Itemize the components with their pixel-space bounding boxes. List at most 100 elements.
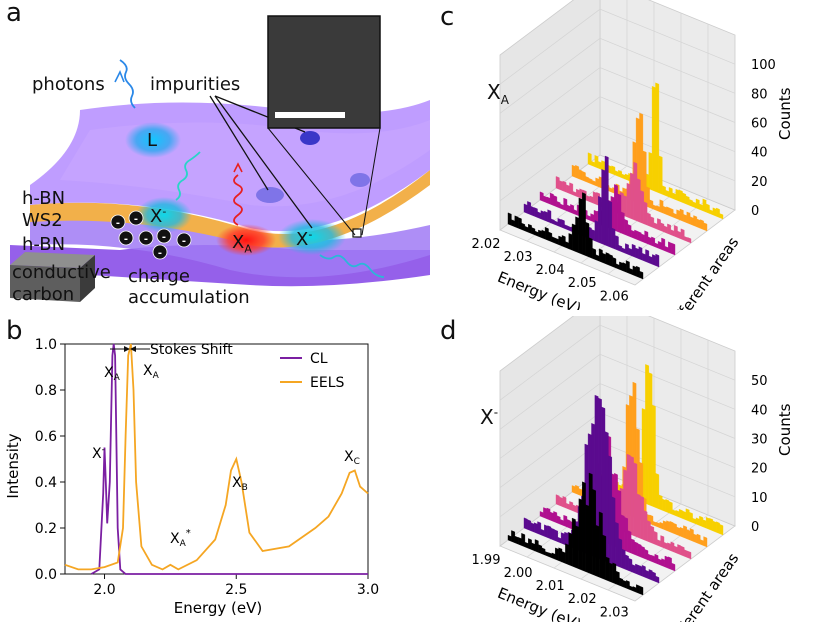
histogram-bar [643, 510, 648, 542]
histogram-bar [650, 525, 655, 545]
photon-wave-4 [319, 254, 385, 278]
histogram-bar [555, 237, 559, 245]
histogram-bar [609, 254, 613, 267]
histogram-bar [644, 549, 649, 561]
histogram-bar [658, 155, 663, 195]
histogram-bar [521, 533, 526, 548]
histogram-series [507, 472, 644, 596]
histogram-bar [621, 548, 626, 570]
histogram-bar [680, 228, 685, 241]
histogram-bar [647, 236, 652, 246]
impurity-2 [256, 187, 284, 203]
histogram-bar [712, 207, 717, 217]
label-hbn-bottom: h-BN [22, 234, 66, 255]
histogram-bar [636, 265, 640, 278]
histogram-bar [702, 198, 707, 213]
histogram-bar [627, 224, 632, 238]
label-x-minus-right: X- [296, 228, 313, 250]
histogram-bar [696, 218, 701, 229]
histogram-bar [592, 191, 597, 205]
histogram-bar [651, 404, 656, 508]
histogram-bar [523, 203, 528, 214]
carbon-block-top [10, 252, 95, 268]
histogram-bar [612, 562, 617, 585]
device-schematic: -- -- -- - [10, 15, 430, 302]
histogram-bar [625, 580, 630, 590]
histogram-bar [647, 553, 652, 562]
histogram-bar [604, 155, 609, 247]
histogram-bar [612, 257, 617, 269]
histogram-bar [655, 473, 660, 510]
histogram-bar [619, 577, 624, 588]
panel-c-letter: c [440, 2, 455, 32]
histogram-bar [568, 233, 573, 251]
x-tick-label: 3.0 [357, 582, 379, 598]
histogram-bar [645, 569, 650, 580]
chart-axes: 2.0 2.5 3.0 0.0 0.2 0.4 0.6 0.8 1.0 [35, 337, 379, 598]
histogram-bar [555, 547, 559, 561]
histogram-bar [548, 231, 553, 243]
series-line-cl [90, 343, 368, 575]
histogram-bar [662, 205, 667, 215]
histogram-bar [627, 530, 632, 554]
z-tick-label: 10 [751, 491, 768, 506]
histogram-bar [630, 455, 634, 536]
histogram-bar [517, 537, 522, 546]
histogram-bar [614, 521, 619, 567]
histogram-bar [646, 212, 651, 227]
histogram-bar [582, 481, 586, 572]
histogram-bar [546, 507, 551, 521]
histogram-bar [631, 564, 636, 574]
histogram-bar [598, 195, 602, 244]
histogram-bar [685, 195, 690, 206]
z-tick-label: 80 [751, 87, 768, 102]
histogram-bar [572, 504, 577, 513]
histogram-bar [657, 241, 662, 250]
histogram-bar [590, 213, 595, 223]
histogram-bar [601, 169, 606, 246]
histogram-bar [683, 525, 688, 540]
x-tick-label: 2.5 [225, 582, 247, 598]
z-tick-label: 50 [751, 374, 768, 389]
histogram-bar [651, 554, 656, 564]
histogram-bar [547, 525, 552, 540]
histogram-bar [666, 520, 671, 533]
histogram-bar [537, 521, 542, 536]
histogram-bar [673, 522, 677, 535]
charge-dots [110, 210, 192, 260]
histogram-bar [689, 528, 694, 542]
histogram-bar [559, 496, 564, 508]
histogram-bar [614, 235, 619, 251]
histogram-bar [556, 201, 561, 209]
histogram-bar [578, 498, 583, 571]
histogram-bar [571, 164, 576, 178]
histogram-bar [712, 520, 717, 533]
histogram-bar [589, 195, 594, 204]
histogram-bar [719, 213, 724, 220]
histogram-bar [636, 178, 641, 223]
z-tick-label: 40 [751, 403, 768, 418]
histogram-bar [630, 172, 634, 220]
histogram-bar [560, 219, 565, 229]
x-minus-right-glow [278, 219, 346, 255]
label-L: L [147, 130, 158, 151]
histogram-bar [538, 229, 543, 239]
panel-a-letter: a [6, 0, 22, 28]
histogram-bar [585, 221, 590, 258]
histogram-bar [641, 233, 645, 243]
histogram-bar [624, 517, 629, 553]
x-axis-label: Energy (eV) [174, 599, 262, 617]
histogram-bar [594, 154, 599, 169]
histogram-bar [556, 515, 561, 525]
histogram-bar [539, 191, 544, 202]
histogram-bar [666, 206, 671, 217]
histogram-bar [554, 529, 559, 543]
histogram-bar [544, 524, 548, 538]
histogram-bar [553, 511, 558, 524]
histogram-bar [592, 248, 597, 261]
histogram-bar [695, 198, 700, 210]
histogram-bar [530, 522, 535, 533]
histogram-bar [534, 539, 539, 553]
histogram-bar [669, 521, 674, 534]
